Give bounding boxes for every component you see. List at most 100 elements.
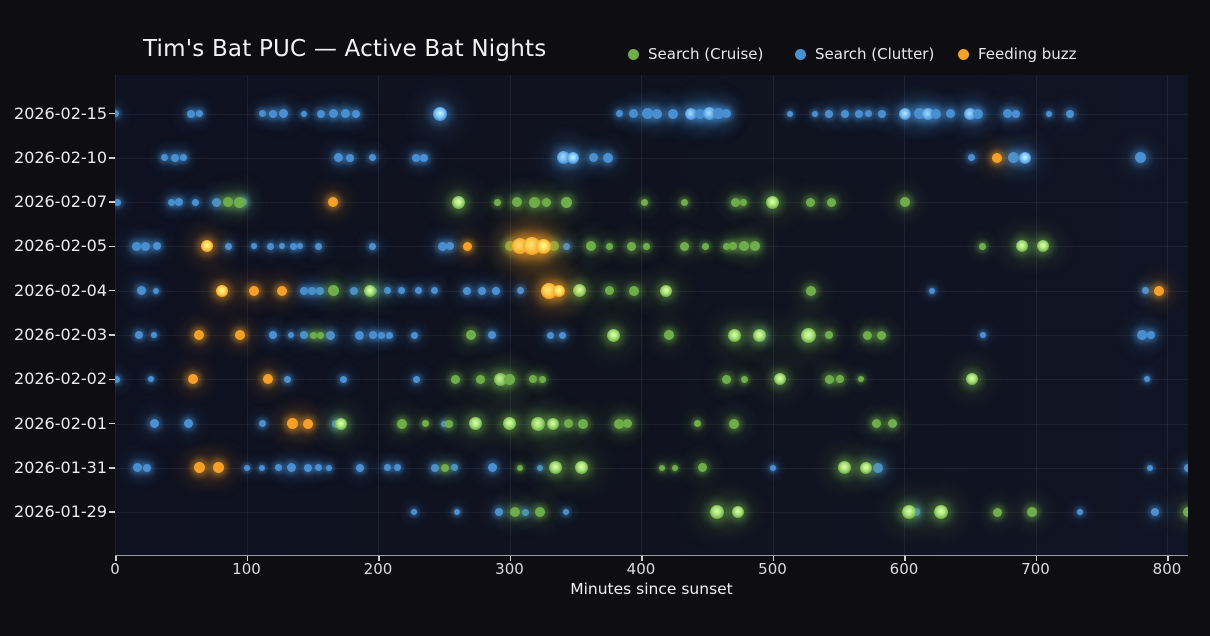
x-axis-label: Minutes since sunset [570, 580, 733, 598]
cruise-swatch-icon [628, 48, 639, 60]
gridline-horizontal [115, 290, 1188, 292]
clutter-data-point [914, 108, 926, 119]
clutter-data-point [394, 464, 402, 472]
clutter-data-point [317, 109, 326, 118]
clutter-data-point [147, 376, 154, 383]
cruise-data-point [641, 198, 649, 206]
cruise-data-point [877, 330, 887, 340]
cruise-data-point [825, 331, 834, 339]
clutter-data-point [187, 109, 196, 118]
cruise-data-point [517, 464, 524, 471]
gridline-vertical [641, 75, 642, 555]
gridline-vertical [246, 75, 248, 555]
clutter-data-point [161, 154, 169, 162]
clutter-data-point [334, 153, 344, 163]
buzz-data-point [193, 462, 205, 474]
gridline-vertical [904, 75, 905, 555]
x-axis-tick [378, 556, 380, 561]
cruise-data-point [679, 241, 689, 251]
legend-item-buzz: Feeding buzz [958, 44, 1077, 64]
cruise-data-point [766, 195, 779, 209]
cruise-data-point [613, 418, 624, 429]
y-axis-tick [109, 334, 115, 336]
y-tick-label: 2026-01-29 [14, 502, 107, 522]
cruise-data-point [627, 241, 637, 251]
cruise-data-point [871, 419, 881, 429]
clutter-data-point [1045, 110, 1052, 117]
clutter-data-point [259, 464, 266, 471]
buzz-data-point [303, 418, 314, 429]
cruise-data-point [476, 374, 486, 384]
cruise-data-point [722, 242, 730, 250]
clutter-data-point [151, 332, 158, 338]
clutter-data-point [368, 331, 377, 339]
cruise-data-point [503, 417, 516, 431]
clutter-data-point [589, 153, 599, 163]
cruise-data-point [549, 241, 560, 252]
gridline-horizontal [115, 467, 1188, 469]
y-axis-tick [109, 245, 115, 248]
cruise-data-point [541, 197, 551, 207]
cruise-data-point [966, 373, 979, 386]
cruise-data-point [740, 198, 748, 206]
clutter-data-point [1146, 464, 1153, 471]
clutter-data-point [378, 331, 386, 339]
cruise-data-point [234, 196, 246, 208]
cruise-data-point [659, 284, 672, 297]
clutter-data-point [412, 375, 420, 383]
clutter-data-point [420, 153, 429, 162]
cruise-data-point [729, 418, 740, 429]
clutter-data-point [616, 110, 624, 117]
cruise-data-point [729, 242, 738, 251]
cruise-data-point [862, 330, 872, 340]
clutter-data-point [328, 109, 338, 118]
cruise-data-point [721, 374, 731, 384]
clutter-data-point [492, 286, 501, 295]
x-axis-tick [904, 556, 906, 561]
cruise-data-point [1183, 507, 1188, 518]
buzz-data-point [992, 152, 1003, 163]
gridline-horizontal [115, 379, 1188, 381]
clutter-data-point [315, 464, 323, 472]
clutter-data-point [346, 153, 355, 162]
clutter-data-point [268, 109, 277, 118]
legend: Search (Cruise) Search (Clutter) Feeding… [0, 44, 1210, 64]
clutter-data-point [410, 509, 417, 516]
clutter-data-point [488, 331, 497, 339]
cruise-data-point [468, 417, 482, 431]
cruise-data-point [838, 461, 852, 475]
cruise-data-point [316, 331, 324, 339]
clutter-data-point [840, 109, 849, 118]
legend-item-cruise: Search (Cruise) [628, 44, 763, 64]
y-axis-tick [109, 467, 115, 469]
cruise-data-point [902, 505, 917, 520]
clutter-data-point [536, 464, 543, 471]
clutter-data-point [651, 108, 662, 119]
cruise-data-point [564, 419, 574, 429]
cruise-data-point [445, 419, 453, 428]
clutter-data-point [304, 463, 313, 472]
cruise-data-point [623, 419, 633, 429]
cruise-data-point [605, 242, 613, 250]
clutter-data-point [300, 331, 309, 339]
clutter-data-point [487, 463, 497, 473]
clutter-data-point [308, 286, 317, 295]
x-axis-spine [115, 555, 1188, 556]
clutter-data-point [713, 108, 725, 119]
buzz-data-point [234, 330, 245, 340]
buzz-data-point [553, 284, 566, 297]
cruise-data-point [493, 372, 507, 386]
legend-label: Search (Clutter) [815, 45, 935, 63]
clutter-data-point [432, 106, 447, 121]
x-axis-tick [115, 556, 117, 561]
cruise-data-point [933, 505, 948, 520]
clutter-data-point [667, 108, 678, 119]
y-tick-label: 2026-02-03 [14, 325, 107, 344]
cruise-data-point [546, 417, 559, 430]
clutter-data-point [1007, 152, 1019, 164]
clutter-data-point [430, 463, 439, 472]
gridline-horizontal [115, 512, 1188, 514]
clutter-data-point [463, 286, 472, 295]
clutter-data-point [1142, 287, 1150, 295]
